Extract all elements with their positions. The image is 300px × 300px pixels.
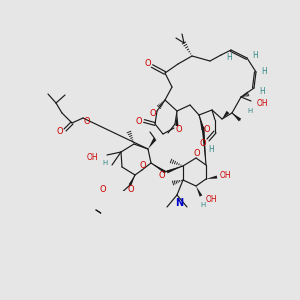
Polygon shape (129, 175, 135, 186)
Text: O: O (194, 149, 200, 158)
Text: O: O (136, 116, 142, 125)
Text: O: O (200, 140, 206, 148)
Polygon shape (206, 176, 217, 179)
Text: H: H (259, 88, 265, 97)
Text: H: H (226, 52, 232, 62)
Text: OH: OH (220, 170, 232, 179)
Polygon shape (148, 138, 157, 149)
Text: H: H (261, 67, 267, 76)
Text: O: O (176, 124, 182, 134)
Text: O: O (100, 185, 106, 194)
Text: H: H (208, 145, 214, 154)
Text: O: O (140, 161, 146, 170)
Polygon shape (167, 166, 183, 173)
Polygon shape (202, 127, 206, 165)
Text: O: O (145, 59, 151, 68)
Text: OH: OH (206, 194, 218, 203)
Polygon shape (222, 111, 230, 119)
Text: O: O (84, 118, 90, 127)
Polygon shape (232, 113, 241, 122)
Text: O: O (159, 172, 165, 181)
Text: O: O (57, 128, 63, 136)
Text: OH: OH (257, 100, 269, 109)
Polygon shape (176, 111, 178, 126)
Polygon shape (196, 186, 202, 197)
Text: OH: OH (86, 152, 98, 161)
Text: N: N (175, 198, 183, 208)
Text: H: H (102, 160, 108, 166)
Text: H: H (252, 52, 258, 61)
Text: H: H (248, 108, 253, 114)
Text: O: O (128, 185, 134, 194)
Text: O: O (204, 125, 210, 134)
Text: H: H (200, 202, 206, 208)
Polygon shape (199, 115, 204, 130)
Text: O: O (150, 110, 156, 118)
Polygon shape (151, 163, 166, 173)
